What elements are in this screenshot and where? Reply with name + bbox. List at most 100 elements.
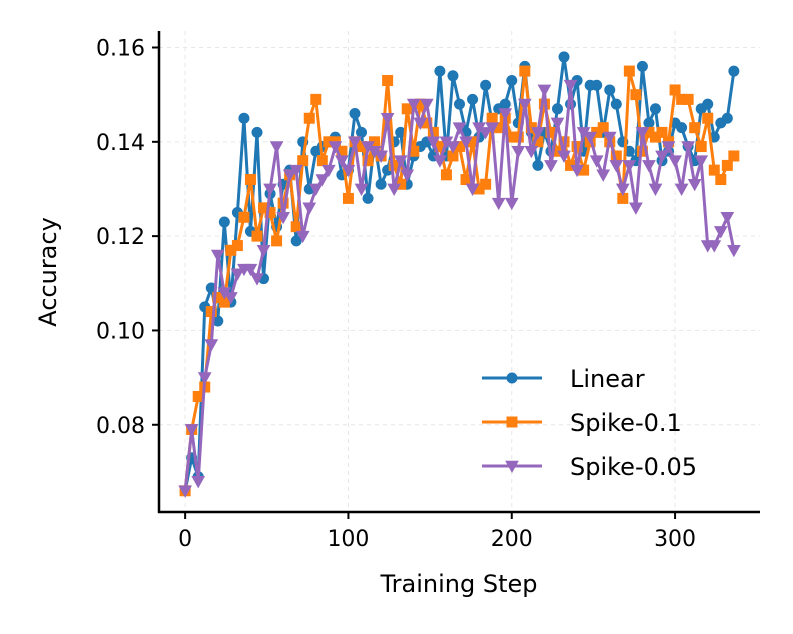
data-point — [251, 230, 263, 242]
data-point — [387, 183, 402, 197]
data-point — [622, 160, 637, 173]
axes — [157, 31, 760, 514]
data-point — [342, 192, 354, 204]
data-point — [615, 183, 630, 197]
data-point — [597, 122, 609, 134]
data-point — [251, 126, 263, 138]
legend-label: Linear — [570, 365, 645, 393]
data-point — [218, 216, 230, 228]
data-point — [238, 112, 250, 124]
data-point — [256, 244, 271, 258]
data-point — [406, 98, 421, 112]
data-point — [303, 112, 315, 124]
data-point — [210, 249, 225, 263]
ticks: 0 100 200 300 0.08 0.10 0.12 0.14 0.16 — [96, 37, 696, 552]
data-point — [636, 60, 648, 72]
data-point — [609, 160, 624, 173]
data-point — [197, 372, 212, 385]
data-point — [454, 98, 465, 110]
y-tick-label: 0.16 — [96, 37, 145, 62]
data-point — [478, 127, 493, 140]
data-point — [362, 192, 374, 204]
data-point — [264, 207, 276, 219]
data-point — [349, 108, 361, 120]
data-point — [681, 141, 695, 154]
data-point — [485, 122, 500, 135]
data-point — [661, 141, 676, 154]
data-point — [486, 112, 498, 124]
data-point — [721, 112, 733, 124]
x-tick-label: 300 — [654, 527, 696, 552]
data-point — [544, 160, 558, 173]
data-point — [400, 169, 415, 182]
data-point — [290, 221, 302, 233]
legend-entry: Spike-0.05 — [482, 453, 697, 481]
x-tick-label: 200 — [491, 527, 533, 552]
data-point — [426, 136, 441, 149]
data-point — [192, 390, 204, 402]
data-point — [728, 65, 740, 77]
data-point — [452, 122, 467, 135]
data-point — [263, 183, 277, 197]
data-point — [178, 485, 192, 498]
data-point — [205, 306, 217, 318]
data-point — [511, 145, 526, 159]
data-point — [302, 202, 317, 215]
data-point — [348, 136, 362, 149]
data-point — [531, 127, 545, 140]
data-point — [250, 273, 264, 286]
data-point — [649, 103, 661, 115]
data-point — [499, 98, 511, 110]
data-point — [668, 155, 682, 168]
y-tick-label: 0.08 — [96, 414, 145, 439]
data-point — [694, 155, 709, 168]
data-point — [243, 263, 258, 277]
data-point — [315, 174, 330, 187]
data-point — [321, 164, 336, 178]
data-point — [224, 292, 238, 305]
data-point — [550, 117, 565, 130]
data-point — [591, 79, 603, 91]
data-point — [589, 155, 604, 168]
data-point — [290, 235, 302, 247]
data-point — [558, 51, 570, 63]
data-point — [480, 79, 492, 91]
data-point — [563, 79, 578, 93]
data-point — [727, 244, 741, 258]
legend-entry: Spike-0.1 — [482, 409, 682, 437]
data-point — [635, 127, 650, 140]
legend: Linear Spike-0.1 Spike-0.05 — [482, 365, 697, 481]
data-point — [596, 169, 611, 182]
data-point — [682, 93, 694, 105]
data-point — [446, 141, 460, 154]
data-point — [676, 122, 688, 134]
data-point — [713, 226, 728, 239]
data-point — [602, 131, 617, 145]
data-point — [720, 211, 735, 225]
data-point — [328, 141, 343, 154]
data-point — [491, 197, 506, 211]
data-point — [191, 476, 206, 489]
data-point — [519, 65, 531, 77]
data-point — [269, 141, 284, 154]
data-point — [204, 339, 219, 352]
data-point — [656, 126, 668, 138]
data-point — [524, 145, 539, 159]
x-axis-title: Training Step — [380, 570, 538, 598]
data-point — [380, 112, 395, 126]
data-point — [708, 164, 720, 176]
legend-label: Spike-0.05 — [570, 453, 697, 481]
data-point — [230, 268, 245, 281]
data-point — [271, 235, 283, 247]
y-tick-label: 0.10 — [96, 319, 145, 344]
data-point — [642, 160, 656, 173]
data-point — [276, 211, 290, 225]
data-point — [316, 155, 328, 167]
data-point — [335, 155, 349, 168]
data-point — [295, 230, 310, 244]
data-point — [669, 84, 681, 96]
plot-area — [178, 51, 741, 498]
data-point — [433, 155, 447, 168]
series-spike-0-05 — [178, 79, 741, 498]
data-point — [504, 197, 519, 211]
